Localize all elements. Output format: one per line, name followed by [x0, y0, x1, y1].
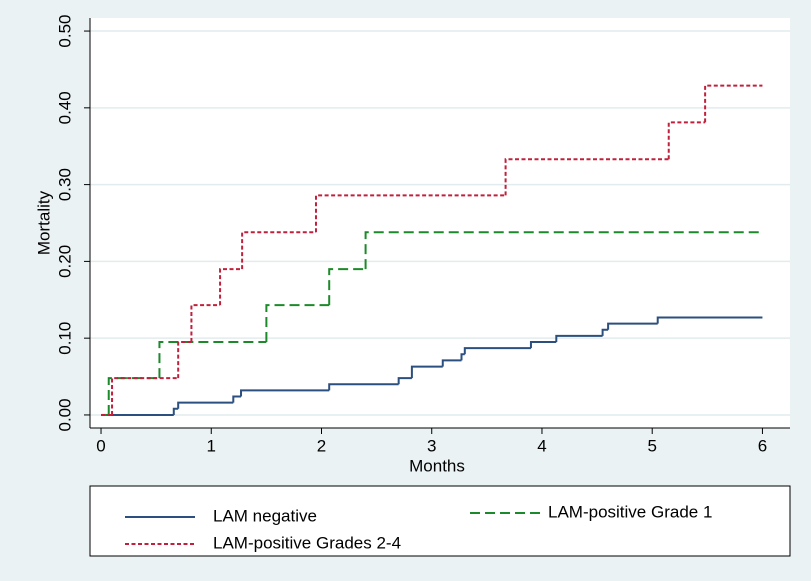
- step-segment: [364, 231, 763, 270]
- step-segment: [328, 383, 399, 391]
- step-segment: [656, 316, 763, 324]
- step-segment: [107, 377, 160, 415]
- legend-label: LAM negative: [213, 506, 317, 525]
- step-segment: [241, 231, 316, 270]
- step-segment: [190, 304, 221, 343]
- step-segment: [265, 304, 330, 343]
- step-segment: [667, 121, 706, 160]
- step-segment: [601, 328, 609, 336]
- step-segment: [704, 84, 763, 123]
- step-segment: [314, 194, 506, 233]
- step-segment: [158, 341, 267, 379]
- x-axis-label: Months: [409, 456, 465, 475]
- x-tick-label: 3: [427, 436, 436, 455]
- y-tick-label: 0.40: [55, 91, 74, 124]
- x-tick-label: 6: [758, 436, 767, 455]
- step-segment: [607, 322, 658, 330]
- step-segment: [463, 347, 531, 355]
- step-segment: [328, 268, 366, 306]
- legend-label: LAM-positive Grades 2-4: [213, 533, 401, 552]
- y-tick-label: 0.30: [55, 168, 74, 201]
- step-segment: [177, 341, 192, 379]
- x-tick-label: 4: [537, 436, 546, 455]
- y-tick-label: 0.20: [55, 245, 74, 278]
- x-tick-label: 5: [647, 436, 656, 455]
- step-segment: [529, 341, 557, 349]
- step-segment: [460, 353, 465, 361]
- y-tick-label: 0.10: [55, 322, 74, 355]
- legend-box: [89, 485, 791, 557]
- y-axis-label: Mortality: [34, 190, 53, 255]
- step-segment: [111, 377, 179, 415]
- step-segment: [232, 395, 242, 403]
- step-segment: [441, 359, 462, 367]
- y-tick-label: 0.00: [55, 398, 74, 431]
- step-segment: [172, 407, 179, 415]
- x-tick-label: 1: [207, 436, 216, 455]
- x-tick-label: 2: [317, 436, 326, 455]
- step-segment: [219, 268, 243, 306]
- step-segment: [410, 365, 443, 379]
- step-segment: [504, 158, 669, 196]
- legend-label: LAM-positive Grade 1: [548, 502, 712, 521]
- step-segment: [397, 377, 412, 385]
- step-segment: [240, 389, 330, 397]
- plot-area: [90, 18, 790, 428]
- y-tick-label: 0.50: [55, 15, 74, 48]
- x-tick-label: 0: [96, 436, 105, 455]
- step-segment: [177, 401, 234, 409]
- step-segment: [555, 334, 603, 343]
